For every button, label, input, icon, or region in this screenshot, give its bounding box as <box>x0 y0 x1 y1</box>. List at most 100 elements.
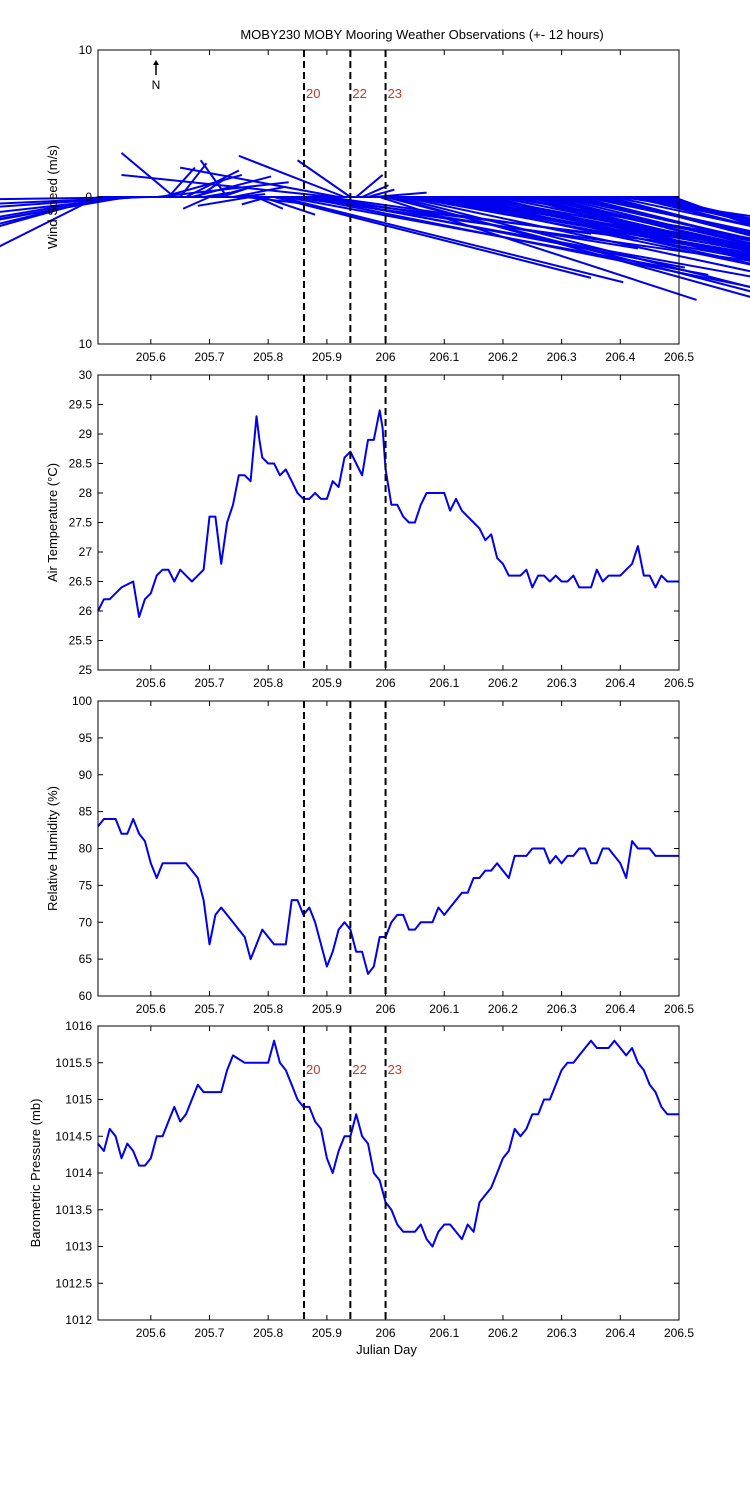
wind-stick <box>182 196 210 210</box>
wind-xtick-label: 205.9 <box>312 350 342 364</box>
north-label: N <box>152 78 161 92</box>
wind-stick <box>320 196 639 250</box>
humidity-xtick-label: 206.4 <box>605 1002 635 1016</box>
wind-stick <box>355 174 384 198</box>
humidity-xtick-label: 205.6 <box>136 1002 166 1016</box>
wind-stick <box>0 196 128 220</box>
pressure-ytick-label: 1013 <box>65 1240 92 1254</box>
pressure-ytick-label: 1013.5 <box>55 1203 92 1217</box>
pressure-xtick-label: 206.2 <box>488 1326 518 1340</box>
humidity-xtick-label: 205.9 <box>312 1002 342 1016</box>
humidity-series-line <box>97 818 679 975</box>
wind-stick <box>602 196 750 237</box>
airtemp-ylabel: Air Temperature (°C) <box>45 463 60 582</box>
wind-stick <box>232 185 286 198</box>
pressure-event-label: 23 <box>388 1062 402 1077</box>
wind-event-label: 23 <box>388 86 402 101</box>
pressure-xtick-label: 206.4 <box>605 1326 635 1340</box>
wind-xtick-label: 206 <box>376 350 396 364</box>
humidity-ytick-label: 85 <box>79 805 93 819</box>
wind-xtick-label: 205.7 <box>194 350 224 364</box>
wind-stick <box>608 196 750 235</box>
wind-stick <box>549 196 750 251</box>
humidity-ytick-label: 90 <box>79 768 93 782</box>
humidity-ytick-label: 100 <box>72 694 92 708</box>
pressure-ytick-label: 1012.5 <box>55 1276 92 1290</box>
airtemp-xtick-label: 205.8 <box>253 676 283 690</box>
airtemp-xtick-label: 206.1 <box>429 676 459 690</box>
airtemp-xtick-label: 206.2 <box>488 676 518 690</box>
wind-stick <box>273 196 592 279</box>
wind-xtick-label: 205.6 <box>136 350 166 364</box>
wind-xtick-label: 206.1 <box>429 350 459 364</box>
wind-stick <box>397 196 750 289</box>
wind-stick <box>0 196 145 205</box>
wind-stick <box>238 154 345 198</box>
humidity-xtick-label: 206.1 <box>429 1002 459 1016</box>
humidity-xtick-label: 206.2 <box>488 1002 518 1016</box>
wind-stick <box>0 196 99 248</box>
wind-stick <box>238 193 266 198</box>
airtemp-ytick-label: 29 <box>79 427 93 441</box>
wind-stick <box>199 159 228 198</box>
wind-event-label: 22 <box>352 86 366 101</box>
pressure-ytick-label: 1016 <box>65 1019 92 1033</box>
pressure-xtick-label: 205.6 <box>136 1326 166 1340</box>
airtemp-ytick-label: 25.5 <box>69 634 93 648</box>
wind-stick <box>361 184 389 198</box>
wind-stick <box>0 196 151 201</box>
wind-stick <box>367 188 395 198</box>
wind-stick <box>197 196 251 207</box>
pressure-event-label: 20 <box>306 1062 320 1077</box>
wind-stick <box>537 196 750 245</box>
pressure-xlabel: Julian Day <box>356 1342 417 1357</box>
wind-stick <box>391 196 750 298</box>
humidity-xtick-label: 205.8 <box>253 1002 283 1016</box>
wind-stick <box>514 196 750 251</box>
pressure-xtick-label: 205.8 <box>253 1326 283 1340</box>
wind-stick <box>0 196 134 213</box>
wind-stick <box>373 191 427 198</box>
humidity-ylabel: Relative Humidity (%) <box>45 786 60 911</box>
wind-stick <box>508 196 750 242</box>
wind-stick <box>241 196 269 206</box>
humidity-xtick-label: 206.3 <box>547 1002 577 1016</box>
wind-xtick-label: 206.4 <box>605 350 635 364</box>
wind-stick <box>573 196 750 242</box>
airtemp-ytick-label: 27.5 <box>69 516 93 530</box>
pressure-xtick-label: 206.3 <box>547 1326 577 1340</box>
airtemp-xtick-label: 205.9 <box>312 676 342 690</box>
pressure-ytick-label: 1015.5 <box>55 1056 92 1070</box>
wind-ytick-label: 0 <box>85 190 92 204</box>
wind-ytick-label: 10 <box>79 43 93 57</box>
pressure-ytick-label: 1014 <box>65 1166 92 1180</box>
airtemp-xtick-label: 206.3 <box>547 676 577 690</box>
wind-stick <box>279 196 624 284</box>
wind-xtick-label: 205.8 <box>253 350 283 364</box>
wind-stick <box>0 196 116 218</box>
airtemp-series-line <box>97 409 679 618</box>
airtemp-ytick-label: 29.5 <box>69 398 93 412</box>
airtemp-ytick-label: 25 <box>79 663 93 677</box>
wind-stick <box>532 196 750 248</box>
wind-stick <box>379 196 697 301</box>
humidity-ytick-label: 70 <box>79 915 93 929</box>
airtemp-xtick-label: 205.7 <box>194 676 224 690</box>
airtemp-ytick-label: 27 <box>79 545 93 559</box>
airtemp-ytick-label: 28.5 <box>69 457 93 471</box>
wind-xtick-label: 206.3 <box>547 350 577 364</box>
wind-stick <box>179 162 208 198</box>
pressure-xtick-label: 206 <box>376 1326 396 1340</box>
figure-title: MOBY230 MOBY Mooring Weather Observation… <box>240 27 603 42</box>
wind-stick <box>455 196 750 265</box>
humidity-xtick-label: 205.7 <box>194 1002 224 1016</box>
airtemp-ytick-label: 30 <box>79 368 93 382</box>
pressure-xtick-label: 205.9 <box>312 1326 342 1340</box>
wind-xtick-label: 206.5 <box>664 350 694 364</box>
pressure-xtick-label: 206.5 <box>664 1326 694 1340</box>
airtemp-ytick-label: 26.5 <box>69 575 93 589</box>
wind-stick <box>555 196 750 246</box>
humidity-ytick-label: 75 <box>79 878 93 892</box>
wind-stick <box>426 196 750 266</box>
